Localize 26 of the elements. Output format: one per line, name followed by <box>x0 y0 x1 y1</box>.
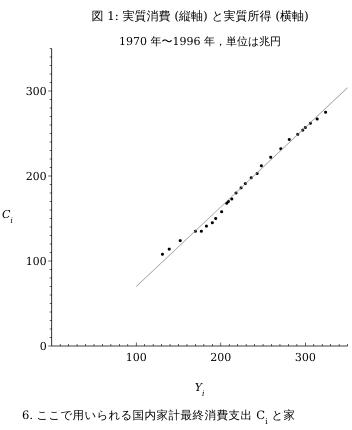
point <box>260 164 263 168</box>
y-axis-title: C$_{i}$ <box>2 208 14 224</box>
point <box>160 252 164 256</box>
y-tick-label: 100 <box>26 255 47 268</box>
point <box>210 221 214 224</box>
chart-title: 図 1: 実質消費 (縦軸) と実質所得 (横軸) <box>91 9 309 23</box>
point <box>178 239 182 242</box>
chart-subtitle: 1970 年〜1996 年，単位は兆円 <box>119 35 281 48</box>
point <box>288 138 291 141</box>
text: 6. ここで用いられる国内家計最終消費支出 C$_{i}$ と家 <box>22 408 296 426</box>
x-axis-title: Y$_{i}$ <box>194 381 206 398</box>
point <box>200 230 203 233</box>
point <box>204 224 208 228</box>
y-tick-label: 0 <box>40 340 47 353</box>
point <box>214 217 218 220</box>
x-tick-label: 100 <box>126 351 147 364</box>
y-tick-label: 300 <box>26 85 47 98</box>
point <box>220 210 224 214</box>
point <box>230 197 234 200</box>
point <box>168 248 171 251</box>
x-tick-label: 200 <box>210 351 232 364</box>
point <box>269 156 272 159</box>
x-tick-label: 300 <box>294 351 316 364</box>
y-tick-label: 200 <box>26 170 47 183</box>
point <box>316 118 319 121</box>
point <box>324 110 328 114</box>
